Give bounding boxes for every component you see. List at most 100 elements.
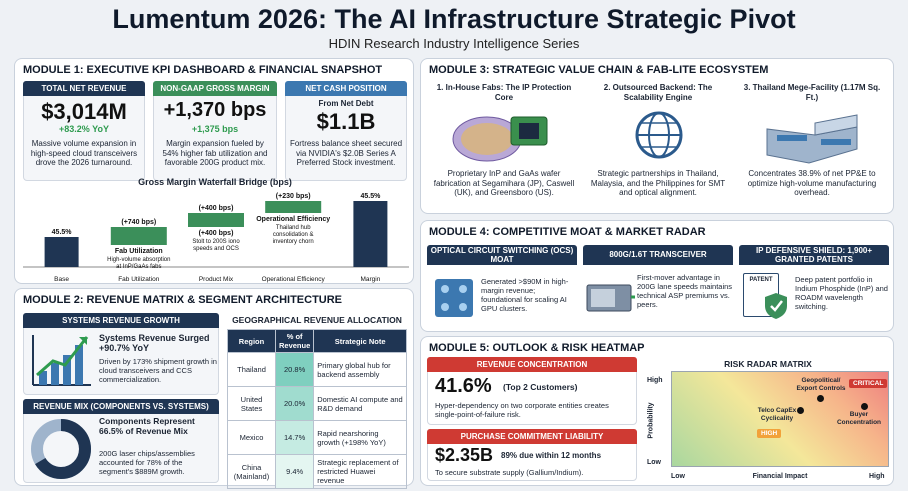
systems-growth-desc: Driven by 173% shipment growth in cloud … (99, 357, 217, 384)
patent-badge-label: PATENT (749, 277, 773, 283)
commitment-tag: 89% due within 12 months (501, 451, 602, 460)
risk-label-buyer: Buyer Concentration (836, 411, 882, 426)
moat-desc-transceiver: First-mover advantage in 200G lane speed… (637, 273, 733, 309)
waterfall-bar (44, 237, 79, 267)
wafer-chip-icon (452, 116, 548, 162)
revenue-mix-headline: Components Represent 66.5% of Revenue Mi… (99, 416, 195, 436)
page-title: Lumentum 2026: The AI Infrastructure Str… (112, 4, 796, 34)
shield-check-icon (765, 293, 787, 319)
page-subtitle: HDIN Research Industry Intelligence Seri… (328, 36, 580, 51)
critical-badge: CRITICAL (849, 379, 888, 388)
kpi-desc-margin: Margin expansion fueled by 54% higher fa… (162, 139, 268, 167)
table-row: China (Mainland) 9.4% Strategic replacemen… (227, 454, 407, 489)
growth-chart-icon (32, 335, 91, 386)
module-2-panel: MODULE 2: REVENUE MATRIX & SEGMENT ARCHI… (14, 288, 414, 489)
kpi-delta-margin: +1,375 bps (191, 124, 239, 134)
kpi-value-cash: $1.1B (316, 109, 376, 134)
geo-note: Rapid nearshoring growth (+198% YoY) (313, 420, 407, 455)
geo-note: Primary global hub for backend assembly (313, 352, 407, 387)
waterfall-bar (353, 201, 388, 267)
risk-marker (797, 407, 804, 414)
kpi-header-margin: NON-GAAP GROSS MARGIN (153, 81, 277, 96)
waterfall-annotation: Fab Utilization (115, 248, 163, 255)
waterfall-note: Stolt to 200S iono (192, 239, 240, 245)
commitment-value: $2.35B (435, 445, 494, 465)
geo-region: China (Mainland) (227, 454, 276, 489)
module-4-panel: MODULE 4: COMPETITIVE MOAT & MARKET RADA… (420, 220, 894, 332)
waterfall-bar (110, 227, 167, 245)
risk-marker (861, 403, 868, 410)
module-3-panel: MODULE 3: STRATEGIC VALUE CHAIN & FAB-LI… (420, 58, 894, 214)
risk-y-low: Low (647, 459, 661, 466)
waterfall-chart: 45.5% Base (+740 bps) Fab Utilization High-v… (23, 193, 409, 283)
risk-x-high: High (869, 473, 885, 480)
geo-col-share: % of Revenue (274, 329, 315, 353)
globe-network-icon (635, 111, 683, 159)
waterfall-value-label: 45.5% (52, 229, 73, 236)
geo-share: 20.8% (274, 352, 315, 387)
module-5-panel: MODULE 5: OUTLOOK & RISK HEATMAP REVENUE… (420, 336, 894, 486)
risk-y-high: High (647, 377, 663, 384)
waterfall-category-label: Base (54, 276, 69, 283)
waterfall-note: Thailand hub (276, 225, 311, 231)
waterfall-value-label: (+740 bps) (121, 219, 156, 226)
value-chain-desc-thailand: Concentrates 38.9% of net PP&E to optimi… (747, 169, 877, 197)
waterfall-annotation: (+400 bps) (199, 230, 234, 237)
geo-region: United States (227, 386, 276, 421)
value-chain-desc-fabs: Proprietary InP and GaAs wafer fabricati… (433, 169, 575, 197)
value-chain-head-backend: 2. Outsourced Backend: The Scalability E… (603, 83, 713, 102)
kpi-card-cash (285, 81, 407, 181)
value-chain-head-fabs: 1. In-House Fabs: The IP Protection Core (436, 83, 572, 102)
kpi-delta-revenue: +83.2% YoY (59, 124, 109, 134)
table-row: United States 20.0% Domestic AI compute an… (227, 386, 407, 421)
geo-col-note: Strategic Note (313, 329, 407, 353)
geo-region: Mexico (227, 420, 276, 455)
systems-growth-header: SYSTEMS REVENUE GROWTH (23, 313, 219, 328)
geo-note: Domestic AI compute and R&D demand (313, 386, 407, 421)
concentration-tag: (Top 2 Customers) (503, 382, 578, 392)
waterfall-annotation: Operational Efficiency (256, 216, 330, 223)
waterfall-title: Gross Margin Waterfall Bridge (bps) (138, 177, 292, 187)
moat-header-transceiver: 800G/1.6T TRANSCEIVER LEADERSHIP (583, 245, 733, 279)
waterfall-category-label: Operational Efficiency (262, 276, 326, 283)
waterfall-category-label: Product Mix (199, 276, 234, 283)
risk-x-low: Low (671, 473, 685, 480)
waterfall-note: consolidation & (273, 232, 314, 238)
concentration-desc: Hyper-dependency on two corporate entiti… (435, 401, 609, 419)
systems-growth-headline: Systems Revenue Surged +90.7% YoY (99, 333, 210, 353)
factory-icon (766, 114, 858, 164)
revenue-mix-header: REVENUE MIX (COMPONENTS VS. SYSTEMS) (23, 399, 219, 414)
kpi-desc-revenue: Massive volume expansion in high-speed c… (30, 139, 138, 167)
waterfall-bar (188, 213, 244, 227)
revenue-mix-donut (31, 419, 91, 479)
module-5-title: MODULE 5: OUTLOOK & RISK HEATMAP (429, 342, 645, 354)
risk-radar-title: RISK RADAR MATRIX (724, 359, 812, 369)
module-2-title: MODULE 2: REVENUE MATRIX & SEGMENT ARCHI… (23, 294, 343, 306)
waterfall-note: speeds and OCS (193, 246, 239, 252)
risk-y-axis-label: Probability (647, 402, 655, 439)
transceiver-icon (586, 284, 635, 312)
value-chain-desc-backend: Strategic partnerships in Thailand, Mala… (590, 169, 726, 197)
waterfall-note: inventory chorn (273, 239, 314, 245)
geo-col-region: Region (227, 329, 276, 353)
geo-table-header: Region % of Revenue Strategic Note (227, 329, 407, 353)
value-chain-head-thailand: 3. Thailand Mege-Facility (1.17M Sq. Ft.… (743, 83, 881, 102)
waterfall-note: at InP/GaAs fabs (116, 264, 161, 270)
geo-title: GEOGRAPHICAL REVENUE ALLOCATION (232, 315, 402, 325)
ocs-chip-icon (435, 279, 473, 317)
kpi-card-margin (153, 81, 277, 181)
revenue-mix-desc: 200G laser chips/assemblies accounted fo… (99, 449, 195, 476)
commitment-desc: To secure substrate supply (Gallium/Indi… (435, 468, 584, 477)
kpi-header-cash: NET CASH POSITION (285, 81, 407, 96)
module-1-panel: MODULE 1: EXECUTIVE KPI DASHBOARD & FINA… (14, 58, 414, 284)
commitment-header: PURCHASE COMMITMENT LIABILITY (427, 429, 637, 444)
moat-header-patents: IP DEFENSIVE SHIELD: 1,900+ GRANTED PATE… (739, 245, 889, 265)
waterfall-value-label: 45.5% (360, 193, 381, 200)
kpi-value-revenue: $3,014M (41, 99, 127, 124)
module-3-title: MODULE 3: STRATEGIC VALUE CHAIN & FAB-LI… (429, 64, 769, 76)
waterfall-value-label: (+230 bps) (276, 193, 311, 200)
waterfall-note: High-volume absorption (107, 257, 170, 263)
waterfall-value-label: (+400 bps) (199, 205, 234, 212)
table-row: Thailand 20.8% Primary global hub for back… (227, 352, 407, 387)
waterfall-category-label: Margin (360, 276, 380, 283)
